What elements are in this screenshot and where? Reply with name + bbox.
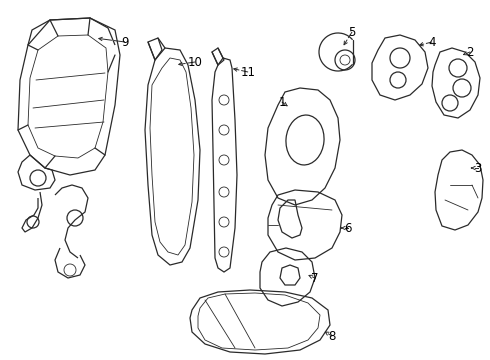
Text: 9: 9 (121, 36, 129, 49)
Text: 6: 6 (344, 221, 352, 234)
Text: 3: 3 (474, 162, 482, 175)
Text: 7: 7 (311, 271, 319, 284)
Text: 11: 11 (241, 66, 255, 78)
Text: 1: 1 (278, 95, 286, 108)
Text: 5: 5 (348, 26, 356, 39)
Text: 2: 2 (466, 45, 474, 59)
Text: 8: 8 (328, 329, 336, 342)
Text: 10: 10 (188, 55, 202, 68)
Text: 4: 4 (428, 36, 436, 49)
